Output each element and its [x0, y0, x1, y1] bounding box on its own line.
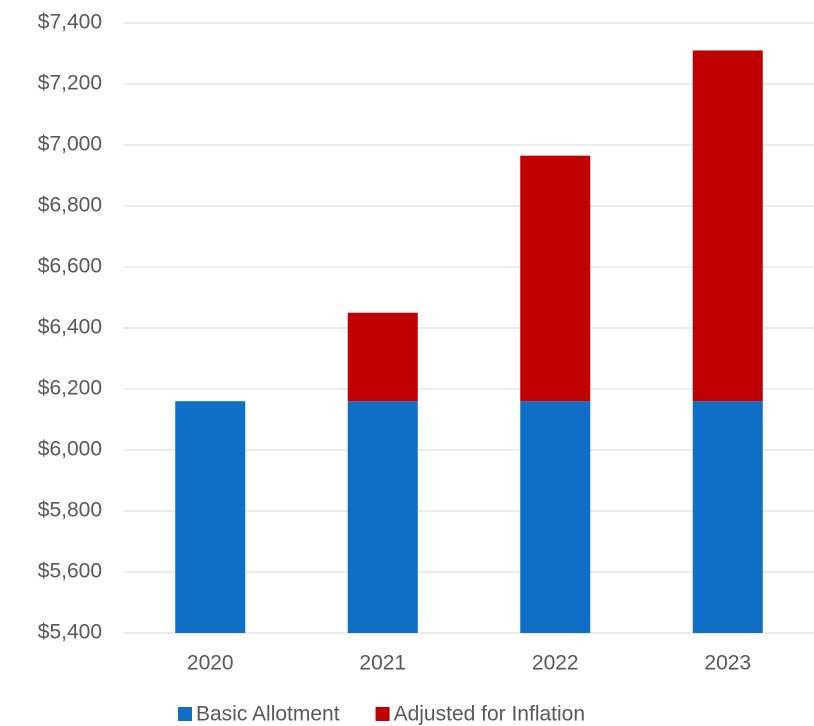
y-tick-label: $5,800 — [38, 499, 102, 522]
legend-swatch — [178, 707, 192, 721]
y-tick-label: $6,600 — [38, 255, 102, 278]
bar-segment — [520, 155, 591, 402]
bar-segment — [520, 401, 591, 633]
x-tick-label: 2023 — [704, 652, 751, 675]
bar-segment — [692, 50, 763, 402]
y-tick-label: $6,400 — [38, 316, 102, 339]
bar-segment — [175, 401, 246, 633]
bar-segment — [347, 401, 418, 633]
y-tick-label: $6,800 — [38, 194, 102, 217]
x-tick-label: 2022 — [532, 652, 579, 675]
y-tick-label: $6,000 — [38, 438, 102, 461]
legend-swatch — [375, 707, 390, 721]
bar-segment — [692, 401, 763, 633]
y-tick-label: $5,600 — [38, 560, 102, 583]
legend-label: Basic Allotment — [196, 703, 340, 726]
y-tick-label: $6,200 — [38, 377, 102, 400]
y-tick-label: $7,400 — [38, 11, 102, 34]
y-tick-label: $7,000 — [38, 133, 102, 156]
legend-label: Adjusted for Inflation — [394, 703, 585, 726]
bar-segment — [347, 312, 418, 402]
y-tick-label: $7,200 — [38, 72, 102, 95]
x-tick-label: 2020 — [187, 652, 234, 675]
y-tick-label: $5,400 — [38, 621, 102, 644]
x-tick-label: 2021 — [359, 652, 406, 675]
